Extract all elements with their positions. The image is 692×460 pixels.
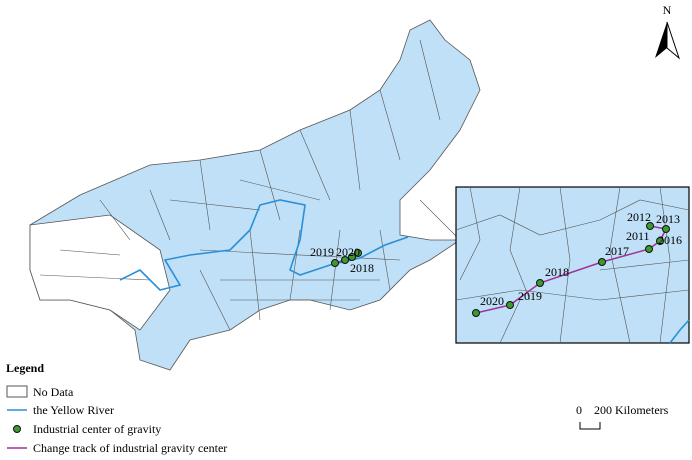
region (29, 19, 481, 371)
inset-frame (455, 186, 690, 344)
legend-item: Change track of industrial gravity cente… (33, 441, 227, 455)
gravity-point (348, 253, 356, 261)
arrow-right (666, 21, 681, 60)
scale-label: 0 (576, 403, 582, 417)
year-label: 2020 (336, 245, 360, 259)
scale-bar: 0 200 Kilometers (576, 403, 669, 430)
gravity-point (536, 279, 544, 287)
no-data-area (29, 214, 171, 331)
year-label: 2018 (350, 261, 374, 275)
year-label: 2016 (658, 233, 682, 247)
scale-bracket (579, 422, 601, 430)
gravity-point (645, 245, 653, 253)
gravity-point (472, 309, 480, 317)
year-label: 2020 (480, 294, 504, 308)
gravity-point (506, 301, 514, 309)
gravity-point (656, 237, 664, 245)
inset-boundaries (455, 186, 690, 344)
main-map: 2019 2020 2018 (29, 19, 481, 371)
legend-title: Legend (6, 361, 44, 375)
boundaries (39, 39, 461, 331)
gravity-point (646, 222, 654, 230)
north-label: N (663, 3, 672, 17)
year-label: 2019 (518, 289, 542, 303)
north-arrow: N (655, 3, 681, 60)
gravity-point (341, 256, 349, 264)
year-label: 2012 (627, 210, 651, 224)
year-label: 2013 (656, 212, 680, 226)
gravity-point (354, 249, 362, 257)
inset-map: 2012 2013 2011 2016 2017 2018 2019 2020 (455, 186, 690, 344)
legend: Legend No Data the Yellow River Industri… (6, 361, 227, 455)
year-label: 2019 (310, 245, 334, 259)
gravity-point (598, 258, 606, 266)
year-label: 2018 (545, 265, 569, 279)
arrow-left (655, 22, 667, 58)
scale-label: 200 Kilometers (594, 403, 669, 417)
legend-item: the Yellow River (33, 403, 114, 417)
legend-item: No Data (33, 385, 74, 399)
legend-swatch (13, 425, 21, 433)
gravity-point (331, 259, 339, 267)
legend-swatch (6, 385, 28, 398)
inset-river (669, 319, 690, 344)
gravity-point (662, 225, 670, 233)
year-label: 2011 (626, 229, 650, 243)
year-label: 2017 (605, 244, 629, 258)
legend-item: Industrial center of gravity (33, 422, 161, 436)
